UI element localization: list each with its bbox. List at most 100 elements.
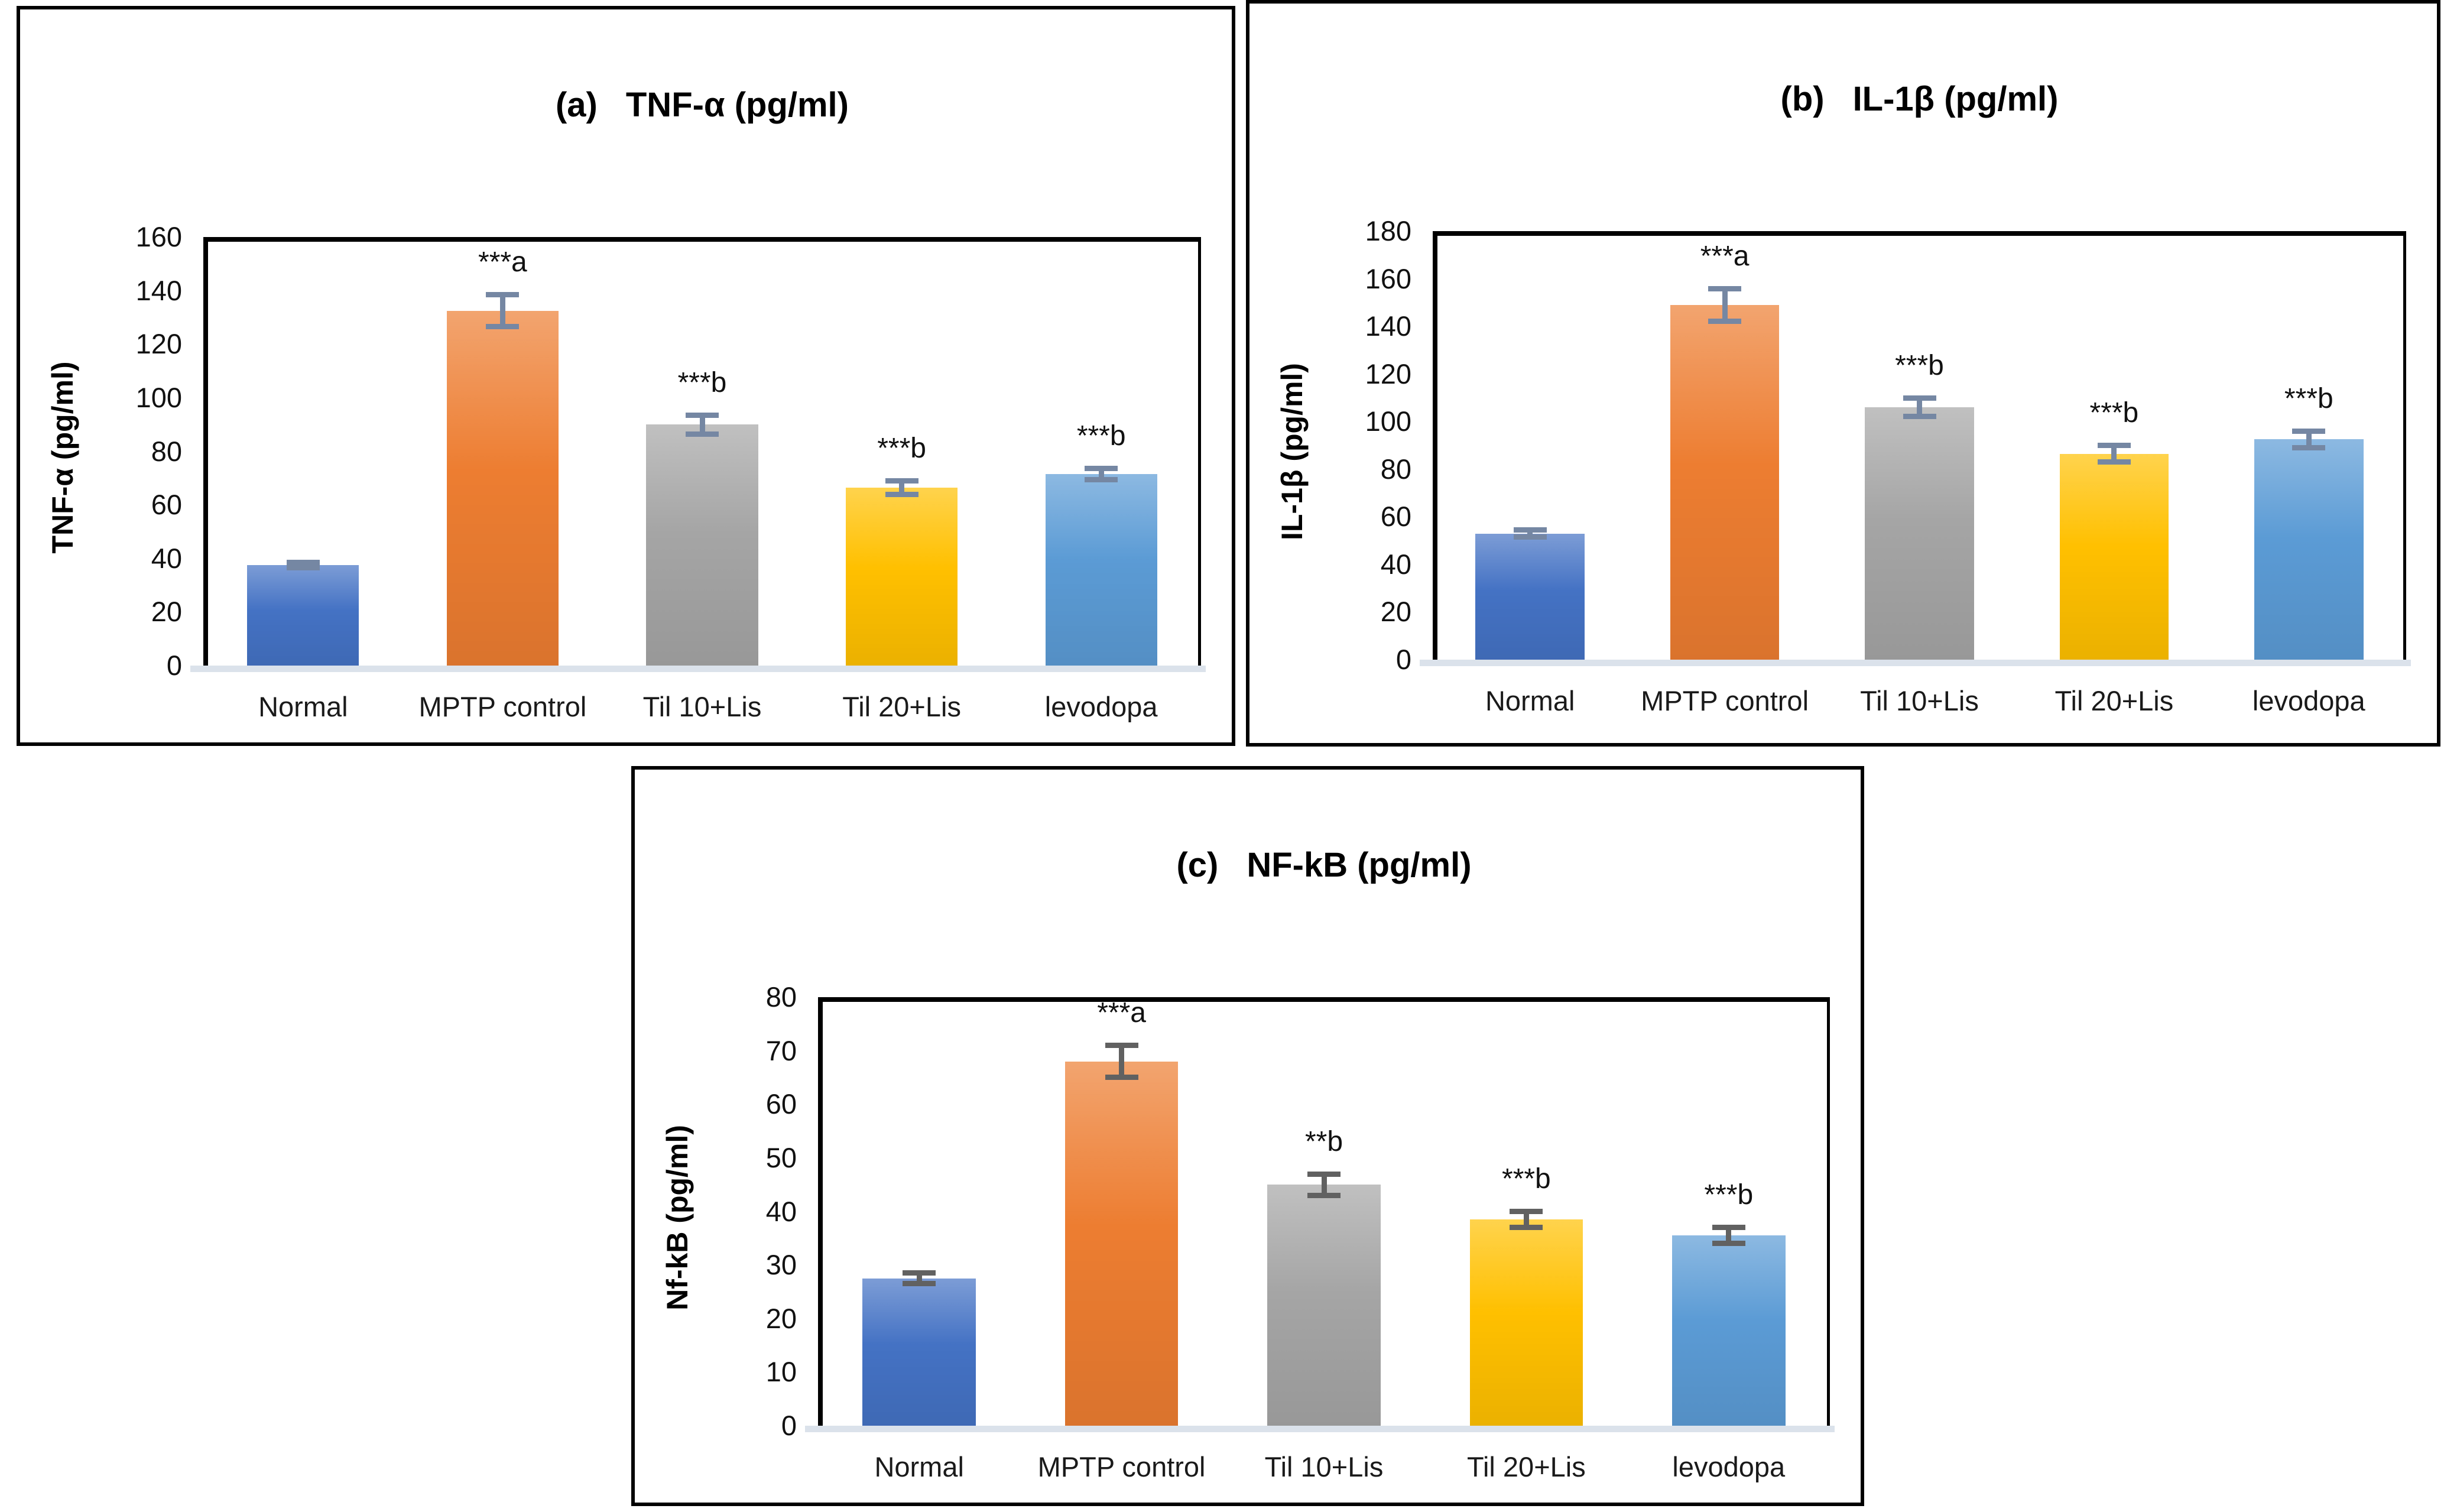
x-category-label: MPTP control (418, 691, 587, 722)
y-tick-label: 70 (765, 1034, 797, 1066)
y-tick-label: 0 (166, 650, 182, 681)
y-tick-label: 160 (135, 221, 182, 252)
y-tick-label: 80 (765, 981, 797, 1013)
x-category-label: levodopa (2252, 685, 2365, 716)
error-bar-cap-bottom (1708, 319, 1742, 325)
bar-normal (1475, 533, 1585, 660)
significance-annotation: **b (1304, 1125, 1343, 1157)
error-bar-cap-bottom (1903, 414, 1936, 420)
error-bar-cap-bottom (1105, 1075, 1138, 1081)
error-bar-til-10-lis (699, 412, 705, 437)
bar-til-10-lis (1267, 1185, 1381, 1426)
y-tick-label: 160 (1365, 262, 1411, 294)
error-bar-cap-top (1513, 527, 1547, 533)
y-tick-label: 40 (1380, 548, 1411, 580)
significance-annotation: ***b (2089, 397, 2139, 429)
error-bar-cap-top (1712, 1225, 1745, 1231)
error-bar-cap-top (486, 291, 520, 297)
error-bar-cap-top (1105, 1043, 1138, 1049)
bar-til-10-lis (1865, 407, 1974, 660)
bar-mptp-control (1670, 304, 1780, 660)
panel-letter: (b) (1780, 80, 1825, 118)
y-tick-label: 140 (1365, 310, 1411, 342)
error-bar-cap-bottom (885, 491, 918, 497)
y-tick-label: 20 (1380, 596, 1411, 628)
x-category-label: Normal (258, 691, 348, 722)
bar-til-20-lis (846, 487, 958, 666)
chart-title-text: IL-1β (pg/ml) (1852, 80, 2059, 118)
error-bar-levodopa (1726, 1225, 1732, 1247)
error-bar-cap-bottom (286, 565, 320, 571)
significance-annotation: ***b (877, 432, 926, 464)
bar-til-20-lis (2059, 453, 2169, 660)
error-bar-cap-bottom (1513, 534, 1547, 540)
error-bar-til-20-lis (2111, 443, 2117, 465)
error-bar-cap-top (1307, 1171, 1341, 1177)
x-category-label: Til 10+Lis (1860, 685, 1979, 716)
significance-annotation: ***a (1097, 997, 1146, 1029)
chart-title-b: (b) IL-1β (pg/ml) (1433, 79, 2406, 119)
chart-title-text: TNF-α (pg/ml) (625, 86, 849, 124)
error-bar-cap-top (1085, 466, 1118, 472)
y-tick-label: 140 (135, 274, 182, 306)
error-bar-til-20-lis (899, 478, 905, 497)
error-bar-cap-top (903, 1270, 936, 1276)
error-bar-cap-top (2292, 429, 2326, 434)
bar-til-10-lis (646, 424, 758, 666)
error-bar-cap-top (1903, 395, 1936, 401)
error-bar-til-20-lis (1523, 1208, 1529, 1231)
panel-il1b-chart: (b) IL-1β (pg/ml) IL-1β (pg/ml) 0 20 40 60 80… (1246, 0, 2440, 747)
error-bar-cap-top (686, 412, 719, 418)
y-tick-label: 0 (781, 1410, 797, 1441)
panel-tnf-alpha-chart: (a) TNF-α (pg/ml) TNF-α (pg/ml) 0 20 40 60 80… (17, 6, 1235, 746)
y-tick-label: 100 (135, 381, 182, 413)
y-tick-label: 180 (1365, 215, 1411, 246)
error-bar-cap-top (2097, 443, 2131, 449)
y-tick-label: 50 (765, 1141, 797, 1173)
x-category-label: Til 20+Lis (1467, 1451, 1586, 1482)
significance-annotation: ***b (1076, 420, 1126, 452)
panel-nfkb-chart: (c) NF-kB (pg/ml) Nf-kB (pg/ml) 0 10 20 30 40… (631, 766, 1864, 1506)
bar-mptp-control (1064, 1061, 1179, 1426)
x-category-label: Normal (874, 1451, 964, 1482)
x-category-label: Til 10+Lis (1264, 1451, 1384, 1482)
y-tick-label: 120 (135, 328, 182, 360)
panel-letter: (c) (1176, 846, 1219, 884)
error-bar-cap-top (1708, 285, 1742, 291)
error-bar-cap-bottom (2097, 459, 2131, 465)
significance-annotation: ***b (1895, 349, 1944, 381)
error-bar-cap-bottom (1712, 1241, 1745, 1247)
x-axis-line (1420, 660, 2411, 666)
error-bar-cap-bottom (1510, 1225, 1543, 1231)
y-tick-label: 60 (765, 1088, 797, 1120)
error-bar-levodopa (1098, 466, 1104, 482)
chart-title-a: (a) TNF-α (pg/ml) (203, 85, 1201, 125)
x-category-label: Til 20+Lis (842, 691, 961, 722)
y-tick-label: 60 (1380, 501, 1411, 533)
x-category-label: Normal (1485, 685, 1575, 716)
error-bar-levodopa (2306, 429, 2312, 450)
error-bar-normal (916, 1270, 922, 1287)
y-tick-label: 120 (1365, 358, 1411, 390)
error-bar-normal (1527, 527, 1533, 540)
error-bar-cap-top (286, 560, 320, 566)
x-axis-line (190, 666, 1206, 672)
significance-annotation: ***a (478, 246, 527, 278)
y-tick-label: 100 (1365, 405, 1411, 437)
chart-title-text: NF-kB (pg/ml) (1247, 846, 1472, 884)
error-bar-cap-top (1510, 1208, 1543, 1214)
significance-annotation: ***b (677, 366, 727, 398)
x-category-label: levodopa (1672, 1451, 1786, 1482)
error-bar-mptp-control (499, 291, 505, 330)
bar-levodopa (1045, 474, 1157, 666)
x-category-label: Til 10+Lis (642, 691, 762, 722)
y-tick-label: 10 (765, 1356, 797, 1388)
error-bar-til-10-lis (1917, 395, 1922, 420)
bar-levodopa (1671, 1235, 1786, 1426)
error-bar-cap-bottom (903, 1281, 936, 1287)
error-bar-cap-bottom (686, 431, 719, 437)
error-bar-cap-bottom (1085, 476, 1118, 482)
bar-til-20-lis (1469, 1219, 1583, 1426)
y-tick-label: 40 (151, 542, 182, 574)
